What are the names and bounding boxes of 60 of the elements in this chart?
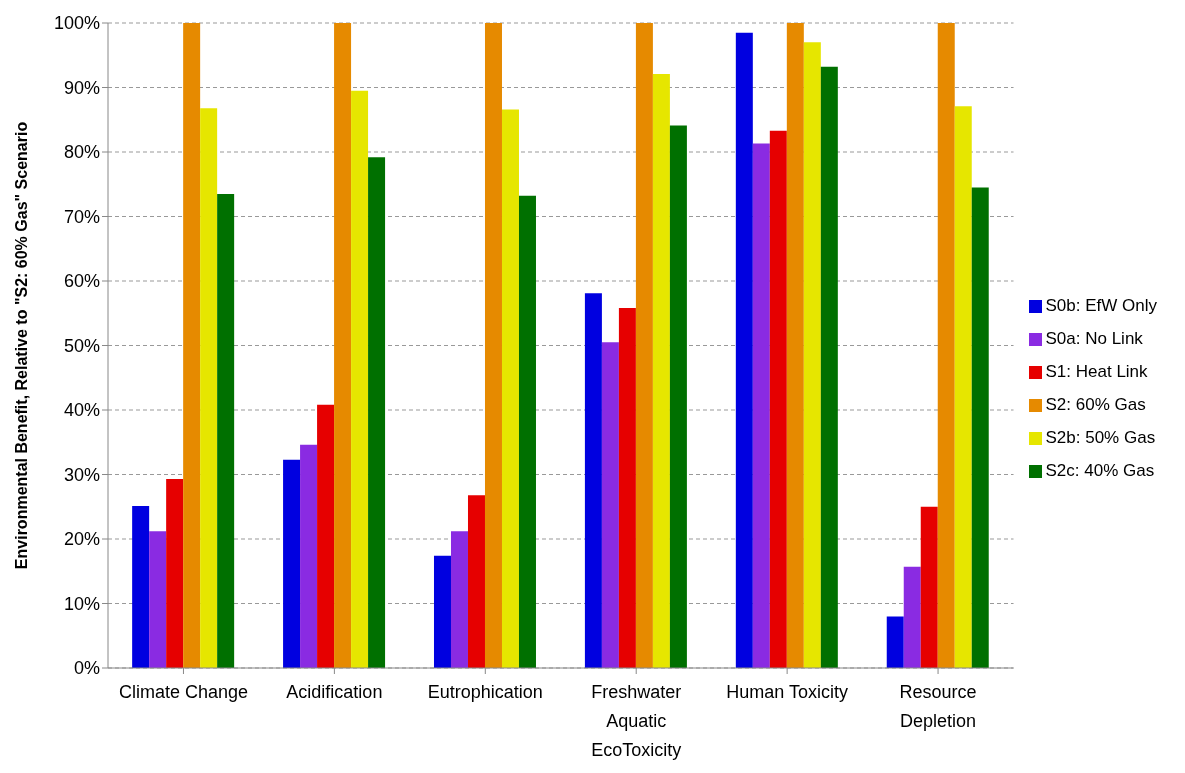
bar [954, 106, 972, 668]
bar [484, 23, 502, 668]
x-tick-label: Climate Change [118, 682, 248, 703]
x-tick-label: Acidification [286, 682, 383, 703]
y-tick-label: 100% [53, 13, 100, 34]
bar [652, 73, 670, 668]
bar [752, 143, 770, 668]
y-tick-label: 90% [63, 77, 100, 98]
y-tick-label: 0% [73, 658, 100, 679]
y-tick-label: 30% [63, 464, 100, 485]
legend-label: S0a: No Link [1045, 329, 1143, 348]
bar [283, 459, 301, 668]
bar [368, 157, 386, 668]
bar [769, 130, 787, 668]
bar [467, 495, 485, 668]
legend-label: S0b: EfW Only [1045, 296, 1157, 315]
legend-label: S2: 60% Gas [1045, 395, 1146, 414]
bar [518, 195, 536, 668]
bar [334, 23, 352, 668]
bar [669, 125, 687, 668]
y-tick-label: 60% [63, 271, 100, 292]
y-tick-label: 80% [63, 142, 100, 163]
bar [786, 23, 804, 668]
bar [317, 404, 335, 668]
bar [803, 42, 821, 668]
y-tick-label: 40% [63, 400, 100, 421]
bar [351, 90, 369, 668]
x-tick-label: Freshwater Aquatic EcoToxicity [591, 682, 682, 760]
bar [635, 23, 653, 668]
bar [433, 555, 451, 668]
bar [937, 23, 955, 668]
bar [166, 479, 184, 668]
bar [601, 342, 619, 668]
legend-label: S2c: 40% Gas [1045, 461, 1155, 480]
y-tick-label: 10% [63, 593, 100, 614]
bar [584, 293, 602, 668]
y-tick-label: 70% [63, 206, 100, 227]
legend-label: S2b: 50% Gas [1045, 428, 1156, 447]
bar [971, 187, 989, 668]
y-axis-title: Environmental Benefit, Relative to "S2: 60% Gas" Scenario [12, 121, 30, 570]
bar [820, 66, 838, 668]
bar [618, 308, 636, 668]
bar [903, 566, 921, 668]
bar [183, 23, 201, 668]
bar [149, 531, 167, 668]
bar [450, 531, 468, 668]
bar [300, 444, 318, 668]
bar [735, 32, 753, 668]
bar [217, 193, 235, 668]
x-tick-label: Resource Depletion [899, 682, 977, 732]
bar [920, 506, 938, 668]
x-tick-label: Eutrophication [427, 682, 543, 703]
y-tick-label: 50% [63, 335, 100, 356]
legend-label: S1: Heat Link [1045, 362, 1148, 381]
y-tick-label: 20% [63, 529, 100, 550]
bar [501, 109, 519, 668]
bar [200, 108, 218, 668]
bar [886, 616, 904, 668]
bar [132, 506, 150, 668]
x-tick-label: Human Toxicity [726, 682, 848, 703]
